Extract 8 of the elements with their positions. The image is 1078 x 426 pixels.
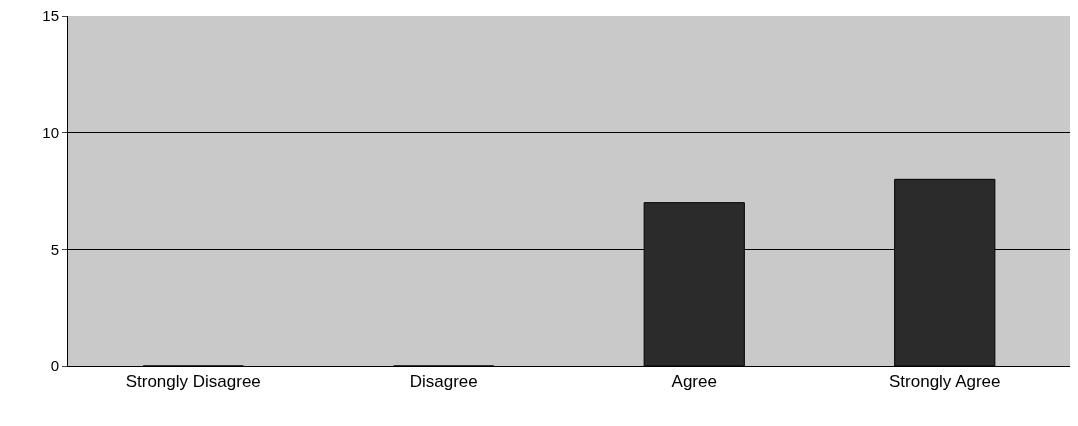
- y-tick-label: 5: [50, 240, 59, 258]
- y-tick-label: 0: [50, 357, 59, 375]
- x-tick-label: Disagree: [409, 372, 478, 392]
- y-tick-label: 15: [42, 7, 59, 25]
- x-tick-label: Strongly Agree: [888, 372, 1001, 392]
- x-tick-label: Strongly Disagree: [125, 372, 261, 392]
- x-tick-label: Agree: [671, 372, 717, 392]
- y-tick-label: 10: [42, 123, 59, 141]
